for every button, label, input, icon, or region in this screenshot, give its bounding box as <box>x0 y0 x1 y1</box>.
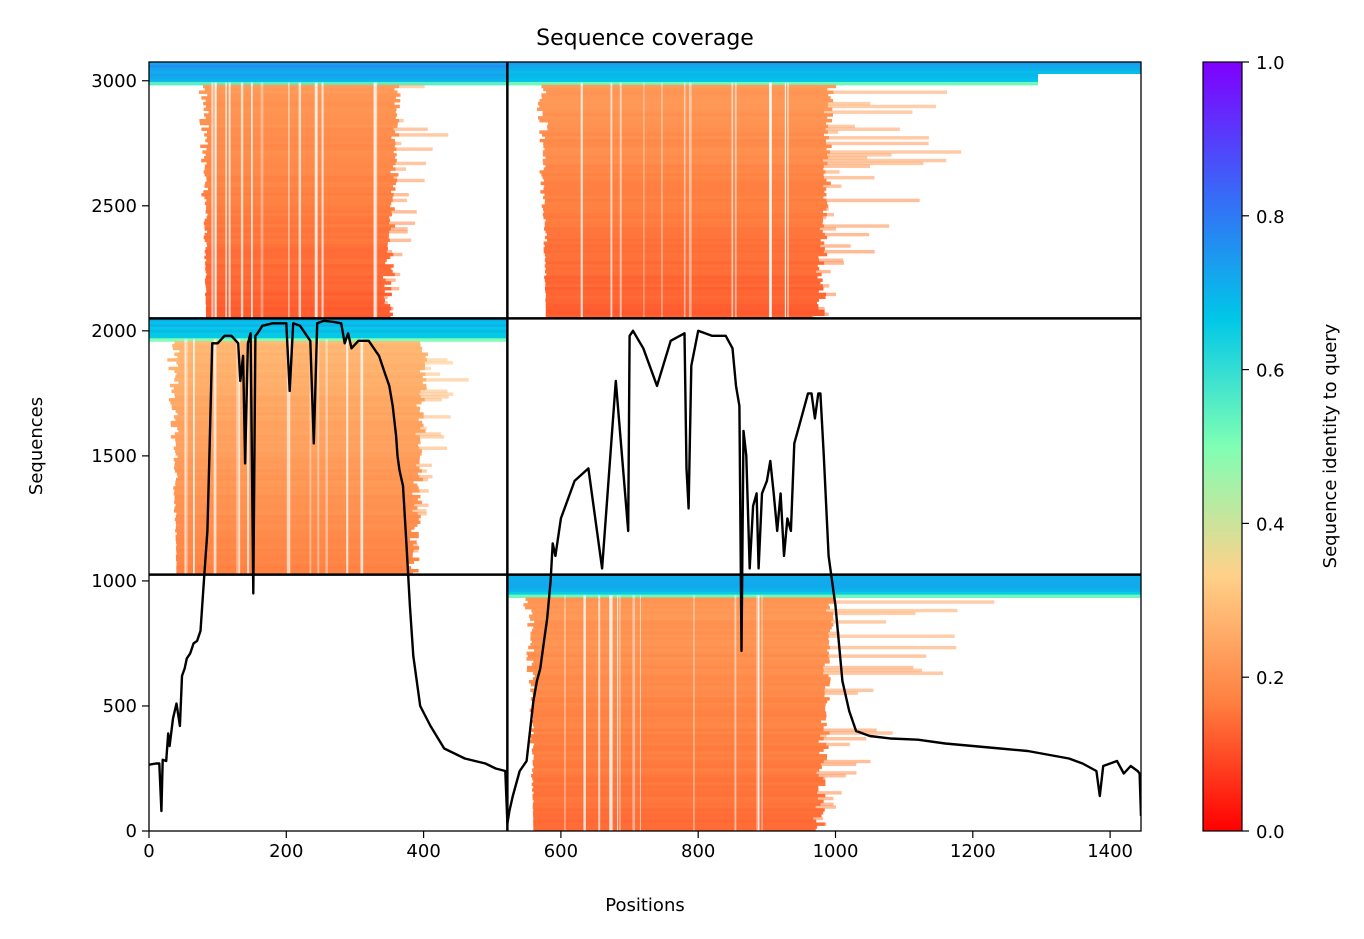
x-tick-label: 600 <box>544 841 578 862</box>
colorbar-label: Sequence identity to query <box>1320 323 1341 568</box>
coverage-line <box>149 319 1141 825</box>
x-tick-label: 1000 <box>813 841 859 862</box>
x-tick-label: 200 <box>269 841 303 862</box>
x-axis-label: Positions <box>605 895 684 916</box>
y-tick-label: 1000 <box>91 571 137 592</box>
heatmap-layer <box>149 62 1141 831</box>
heatmap-block <box>149 318 508 576</box>
heatmap-block <box>507 574 1141 831</box>
colorbar-tick-label: 0.0 <box>1256 822 1285 843</box>
y-tick-label: 2500 <box>91 196 137 217</box>
y-tick-label: 2000 <box>91 321 137 342</box>
colorbar-tick-label: 0.4 <box>1256 514 1285 535</box>
coverage-line-layer <box>149 319 1141 825</box>
colorbar-tick-label: 0.2 <box>1256 668 1285 689</box>
heatmap-block <box>149 62 508 319</box>
chart-title: Sequence coverage <box>536 26 754 51</box>
x-tick-label: 1200 <box>950 841 996 862</box>
y-tick-label: 0 <box>126 821 137 842</box>
y-axis-ticks: 0 500 1000 1500 2000 2500 3000 <box>91 71 149 842</box>
colorbar <box>1202 61 1243 832</box>
x-tick-label: 800 <box>681 841 715 862</box>
y-axis-label: Sequences <box>26 397 47 495</box>
y-tick-label: 3000 <box>91 71 137 92</box>
colorbar-tick-label: 0.8 <box>1256 207 1285 228</box>
x-tick-label: 0 <box>143 841 154 862</box>
plot-frame <box>148 61 1142 832</box>
x-tick-label: 1400 <box>1087 841 1133 862</box>
colorbar-tick-label: 1.0 <box>1256 53 1285 74</box>
block-boundaries <box>149 62 1141 831</box>
y-tick-label: 1500 <box>91 446 137 467</box>
colorbar-tick-label: 0.6 <box>1256 361 1285 382</box>
colorbar-ticks: 0.0 0.2 0.4 0.6 0.8 1.0 <box>1242 53 1285 843</box>
x-tick-label: 400 <box>406 841 440 862</box>
heatmap-block <box>507 62 1141 319</box>
y-tick-label: 500 <box>103 696 137 717</box>
x-axis-ticks: 0 200 400 600 800 1000 1200 1400 <box>143 831 1133 862</box>
